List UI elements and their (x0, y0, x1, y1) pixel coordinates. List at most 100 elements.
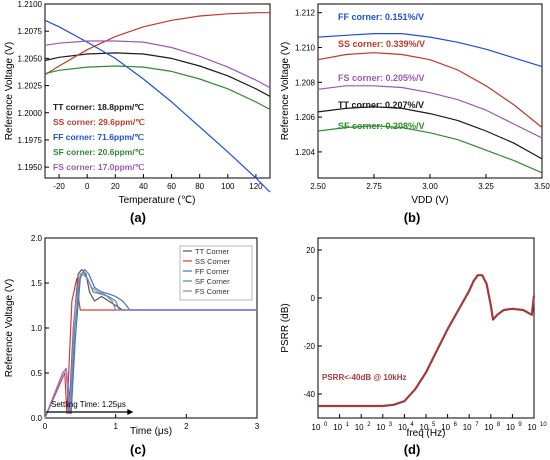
panel-a-x-tick-label: 40 (139, 182, 148, 191)
panel-d-label: (d) (404, 442, 421, 457)
panel-d-x-tick-label: 10 (333, 423, 342, 432)
panel-b-legend-entry: FS corner: 0.205%/V (338, 73, 425, 83)
panel-c-legend-entry: TT Corner (195, 247, 230, 256)
panel-c-x-tick-label: 1 (113, 422, 118, 431)
panel-c-x-tick-label: 0 (43, 422, 48, 431)
panel-b-x-tick-label: 2.50 (310, 182, 326, 191)
panel-d-y-tick-label: -40 (303, 390, 315, 399)
panel-c-series-lines (44, 268, 257, 419)
panel-a-x-tick-label: 20 (111, 182, 120, 191)
panel-d-y-tick-label: 0 (311, 294, 316, 303)
panel-d-series-lines (318, 274, 536, 408)
panel-a-y-tick-label: 1.2025 (18, 82, 43, 91)
panel-a-legend: TT corner: 18.8ppm/℃ SS corner: 29.6ppm/℃… (53, 102, 145, 172)
panel-a-y-tick-label: 1.2100 (18, 0, 43, 9)
panel-a-legend-entry: FS corner: 17.0ppm/℃ (53, 162, 145, 172)
panel-d-x-tick-label: 10 (463, 423, 472, 432)
panel-c-x-tick-label: 2 (184, 422, 189, 431)
panel-b-series-line-4 (317, 125, 543, 174)
panel-c-series-line-4 (44, 273, 257, 419)
panel-d-y-tick-label: 20 (306, 246, 315, 255)
panel-c-y-tick-label: 0.0 (31, 414, 43, 423)
panel-b-y-tick-label: 1.212 (295, 9, 316, 18)
panel-a-series-line-3 (44, 65, 271, 111)
panel-d-y-axis-label: PSRR (dB) (280, 303, 291, 352)
panel-a-x-tick-label: 120 (249, 182, 263, 191)
panel-a-y-axis-label: Reference Voltage (V) (4, 42, 15, 140)
panel-d-x-tick-exponent: 8 (497, 422, 501, 428)
panel-b-legend-entry: TT corner: 0.207%/V (338, 100, 424, 110)
panel-d-y-tick-label: -20 (303, 342, 315, 351)
panel-a-legend-entry: TT corner: 18.8ppm/℃ (53, 102, 144, 112)
panel-a-y-tick-label: 1.2000 (18, 109, 43, 118)
panel-a-series-line-4 (44, 40, 271, 89)
panel-b-legend: FF corner: 0.151%/V SS corner: 0.339%/V FS… (338, 12, 425, 131)
panel-b-y-axis-label: Reference Voltage (V) (280, 42, 291, 140)
panel-a-x-tick-label: -20 (53, 182, 65, 191)
panel-d-x-tick-exponent: 7 (475, 422, 479, 428)
panel-b-vdd-chart: 2.50 2.75 3.00 3.25 3.50 1.204 1.206 1.208 1.210… (280, 3, 550, 225)
panel-d-x-tick-exponent: 4 (410, 422, 414, 428)
panel-a-x-axis-label: Temperature (℃) (119, 195, 196, 206)
panel-a-y-tick-label: 1.2050 (18, 54, 43, 63)
panel-d-x-tick-exponent: 6 (454, 422, 458, 428)
panel-b-series-lines (317, 32, 543, 174)
panel-b-legend-entry: SF corner: 0.208%/V (338, 121, 425, 131)
panel-a-y-tick-label: 1.1975 (18, 136, 43, 145)
panel-c-legend-entry: FF Corner (195, 267, 230, 276)
panel-c-y-tick-label: 1.5 (31, 279, 43, 288)
panel-b-x-axis-label: VDD (V) (411, 195, 448, 206)
panel-c-y-tick-label: 2.0 (31, 234, 43, 243)
panel-a-y-tick-label: 1.2075 (18, 27, 43, 36)
panel-d-x-tick-exponent: 2 (367, 422, 371, 428)
panel-d-x-tick-exponent: 0 (324, 422, 328, 428)
panel-a-y-tick-label: 1.1950 (18, 163, 43, 172)
panel-c-settling-label: Settling Time: 1.25μs (51, 400, 126, 409)
panel-b-y-tick-label: 1.208 (295, 78, 316, 87)
panel-b-series-line-3 (317, 106, 543, 160)
panel-b-legend-entry: FF corner: 0.151%/V (338, 12, 424, 22)
panel-d-x-tick-exponent: 10 (540, 422, 547, 428)
panel-b-x-tick-label: 2.75 (366, 182, 382, 191)
panel-d-annotation-text: PSRR<-40dB @ 10kHz (322, 373, 407, 382)
panel-b-y-tick-label: 1.204 (295, 148, 316, 157)
panel-a-ticks: -20 0 20 40 60 80 100 120 1.1950 1.1975 1.2000 1.20… (18, 0, 264, 191)
panel-a-x-tick-label: 0 (85, 182, 90, 191)
panel-c-series-line-1 (44, 277, 257, 419)
panel-b-y-tick-label: 1.206 (295, 113, 316, 122)
panel-c-x-axis-label: Time (μs) (130, 426, 172, 437)
panel-d-x-tick-exponent: 9 (518, 422, 522, 428)
panel-a-series-lines (44, 12, 271, 193)
panel-a-legend-entry: FF corner: 71.6ppm/℃ (53, 132, 144, 142)
panel-d-x-tick-label: 10 (420, 423, 429, 432)
panel-a-series-line-2 (44, 19, 271, 193)
panel-c-legend-entry: SS Corner (195, 257, 231, 266)
panel-d-x-tick-label: 10 (441, 423, 450, 432)
panel-c-legend-entry: SF Corner (195, 277, 230, 286)
panel-b-ticks: 2.50 2.75 3.00 3.25 3.50 1.204 1.206 1.208 1.210… (295, 9, 550, 191)
panel-a-legend-entry: SF corner: 20.6ppm/℃ (53, 147, 145, 157)
panel-b-series-line-2 (317, 85, 543, 139)
panel-a-legend-entry: SS corner: 29.6ppm/℃ (53, 117, 145, 127)
panel-d-x-tick-exponent: 3 (389, 422, 393, 428)
panel-c-label: (c) (130, 442, 146, 457)
panel-a-x-tick-label: 80 (195, 182, 204, 191)
panel-b-y-tick-label: 1.210 (295, 44, 316, 53)
panel-c-y-tick-label: 1.0 (31, 324, 43, 333)
panel-d-x-tick-exponent: 1 (346, 422, 350, 428)
panel-a-x-tick-label: 60 (167, 182, 176, 191)
panel-b-label: (b) (404, 210, 421, 225)
panel-d-x-tick-label: 10 (355, 423, 364, 432)
panel-b-x-tick-label: 3.25 (478, 182, 494, 191)
panel-d-x-tick-label: 10 (398, 423, 407, 432)
panel-d-ticks: 10 0 10 1 10 2 10 3 10 4 10 5 10 6 10 7 10 8 10 9 10 10-40-20… (303, 246, 547, 432)
panel-c-legend-entry: FS Comer (195, 287, 230, 296)
panel-d-x-tick-label: 10 (506, 423, 515, 432)
panel-b-series-line-0 (317, 32, 543, 68)
panel-a-plot-frame (44, 3, 271, 179)
panel-c-settling-arrowhead (127, 409, 134, 415)
